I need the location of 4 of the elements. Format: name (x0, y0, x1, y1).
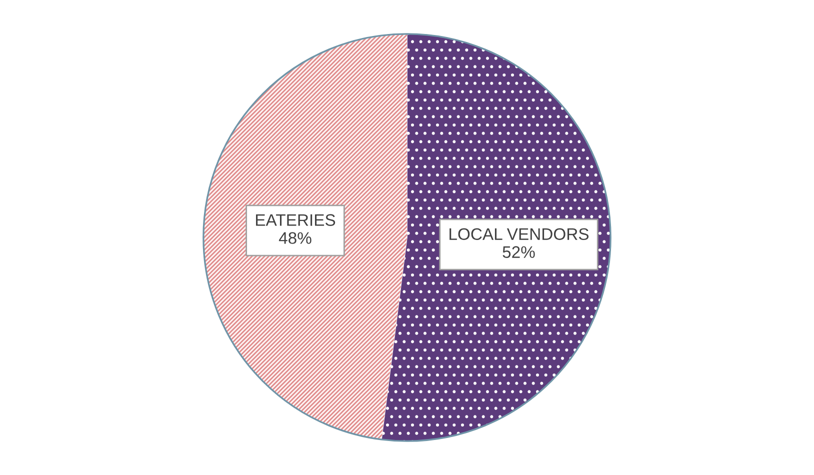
data-label: 52% (502, 246, 535, 258)
data-label: 48% (278, 232, 312, 244)
slice-label: LOCAL VENDORS (450, 228, 589, 240)
slice-label: EATERIES (256, 214, 336, 226)
